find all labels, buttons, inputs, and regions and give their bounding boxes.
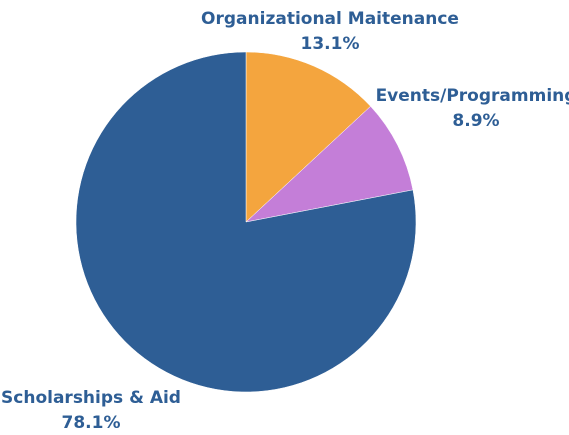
pie-slice-organizational-maitenance [245,51,371,223]
slice-labels: Organizational Maitenance 13.1% Events/Pro… [1,9,569,433]
slice-label: Organizational Maitenance [201,9,459,29]
slice-label: Events/Programming [376,86,569,106]
slice-value-label: 13.1% [301,34,360,54]
slice-label: Scholarships & Aid [1,388,181,408]
slice-value-label: 78.1% [62,413,121,433]
slice-value-label: 8.9% [452,111,499,131]
pie-slice-events-programming [245,105,414,223]
pie-slice-scholarships-aid [75,51,417,393]
pie-slices [75,51,417,393]
